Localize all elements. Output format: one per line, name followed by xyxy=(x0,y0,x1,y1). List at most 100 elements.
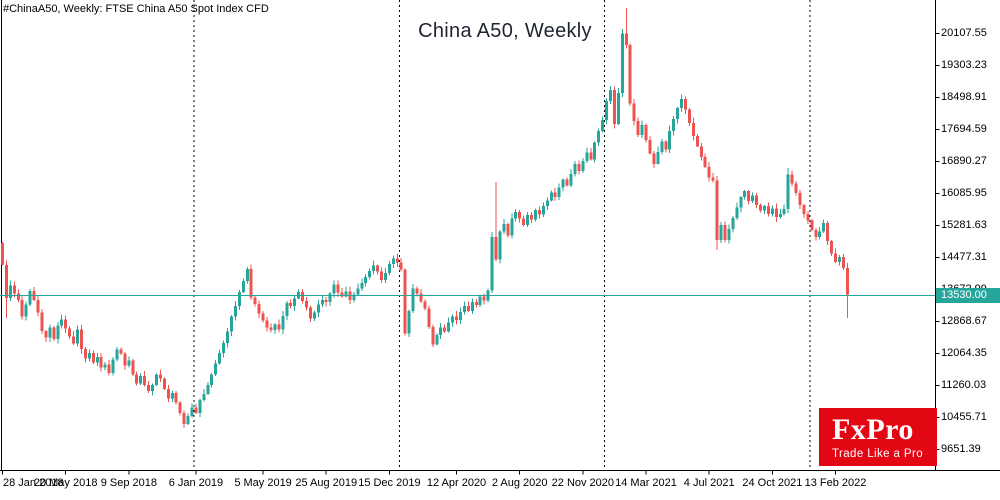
candle-body xyxy=(608,89,612,101)
candle-body xyxy=(289,303,293,307)
candle-body xyxy=(747,191,751,201)
time-axis-label: 15 Dec 2019 xyxy=(358,477,421,489)
candle-body xyxy=(451,316,455,323)
candle-body xyxy=(541,205,545,215)
time-axis-label: 4 Jul 2021 xyxy=(683,477,735,489)
candle-body xyxy=(222,342,226,354)
candle-body xyxy=(518,211,522,219)
candle-body xyxy=(624,33,628,46)
time-axis-label: 28 Jan 2018 xyxy=(3,477,64,489)
candle-body xyxy=(40,312,44,331)
candle-body xyxy=(786,174,790,210)
candle-body xyxy=(490,237,494,291)
candle-body xyxy=(802,205,806,214)
candle-body xyxy=(514,211,518,219)
candle-body xyxy=(830,240,834,254)
candle-body xyxy=(304,301,308,308)
time-axis-label: 25 Aug 2019 xyxy=(295,477,358,489)
candle-body xyxy=(522,218,526,226)
candle-body xyxy=(308,307,312,319)
chart-title: China A50, Weekly xyxy=(418,20,592,42)
candle-body xyxy=(762,205,766,211)
candle-body xyxy=(474,302,478,306)
candle-body xyxy=(68,328,72,337)
candle-body xyxy=(383,272,387,280)
candle-body xyxy=(356,288,360,295)
candle-body xyxy=(79,329,83,350)
candle-body xyxy=(376,265,380,272)
candle-body xyxy=(545,200,549,206)
price-axis-label: 16890.27 xyxy=(941,154,987,167)
candle-body xyxy=(806,213,810,221)
candle-body xyxy=(87,353,91,359)
candle-body xyxy=(24,304,28,317)
candle-body xyxy=(585,152,589,162)
candle-body xyxy=(328,293,332,303)
candle-body xyxy=(344,291,348,297)
candle-body xyxy=(466,306,470,312)
candle-body xyxy=(561,179,565,188)
candle-body xyxy=(751,195,755,201)
candle-body xyxy=(127,360,131,366)
candle-body xyxy=(632,103,636,122)
candle-body xyxy=(837,256,841,263)
fxpro-tagline-text: Trade Like a Pro xyxy=(832,447,923,460)
candle-body xyxy=(676,108,680,120)
candle-body xyxy=(652,153,656,164)
time-axis-label: 13 Feb 2022 xyxy=(804,477,867,489)
candle-body xyxy=(269,327,273,331)
candle-body xyxy=(48,327,52,338)
candle-body xyxy=(435,334,439,345)
candle-body xyxy=(301,291,305,302)
candle-body xyxy=(597,131,601,143)
time-axis-label: 12 Apr 2020 xyxy=(426,477,487,489)
candle-body xyxy=(324,299,328,303)
candle-body xyxy=(533,209,537,220)
candle-body xyxy=(431,326,435,345)
candle-body xyxy=(218,353,222,364)
candle-body xyxy=(336,284,340,293)
candle-body xyxy=(115,349,119,360)
candle-body xyxy=(581,161,585,171)
price-axis-label: 14477.31 xyxy=(941,250,987,263)
candle-body xyxy=(782,209,786,214)
candle-body xyxy=(790,174,794,184)
candle-body xyxy=(498,231,502,260)
candle-body xyxy=(502,223,506,232)
candle-body xyxy=(616,92,620,125)
candle-body xyxy=(739,197,743,208)
candle-body xyxy=(458,311,462,320)
candle-body xyxy=(249,268,253,298)
time-axis-label: 6 Jan 2019 xyxy=(168,477,224,489)
candle-body xyxy=(530,215,534,220)
candle-body xyxy=(399,262,403,270)
candle-body xyxy=(76,329,80,344)
candle-body xyxy=(684,98,688,110)
candle-body xyxy=(360,282,364,289)
candle-body xyxy=(601,120,605,132)
current-price-label: 13530.00 xyxy=(936,287,1000,303)
candle-body xyxy=(352,294,356,300)
candle-body xyxy=(368,271,372,277)
symbol-label: #ChinaA50, Weekly: FTSE China A50 Spot I… xyxy=(3,3,269,15)
candle-body xyxy=(56,325,60,339)
price-axis-label: 10455.71 xyxy=(941,410,987,423)
candle-body xyxy=(707,166,711,178)
candle-body xyxy=(265,320,269,328)
candle-body xyxy=(119,349,123,354)
candle-body xyxy=(245,268,249,281)
candle-body xyxy=(478,296,482,306)
candle-body xyxy=(727,229,731,241)
candle-body xyxy=(462,306,466,312)
candle-body xyxy=(628,45,632,104)
time-axis-label: 5 May 2019 xyxy=(234,477,292,489)
candle-body xyxy=(72,336,76,344)
candle-body xyxy=(8,285,12,298)
candle-body xyxy=(569,174,573,186)
candle-body xyxy=(387,264,391,273)
candle-body xyxy=(316,304,320,313)
candle-body xyxy=(755,195,759,206)
candle-body xyxy=(715,180,719,241)
candle-body xyxy=(103,364,107,368)
